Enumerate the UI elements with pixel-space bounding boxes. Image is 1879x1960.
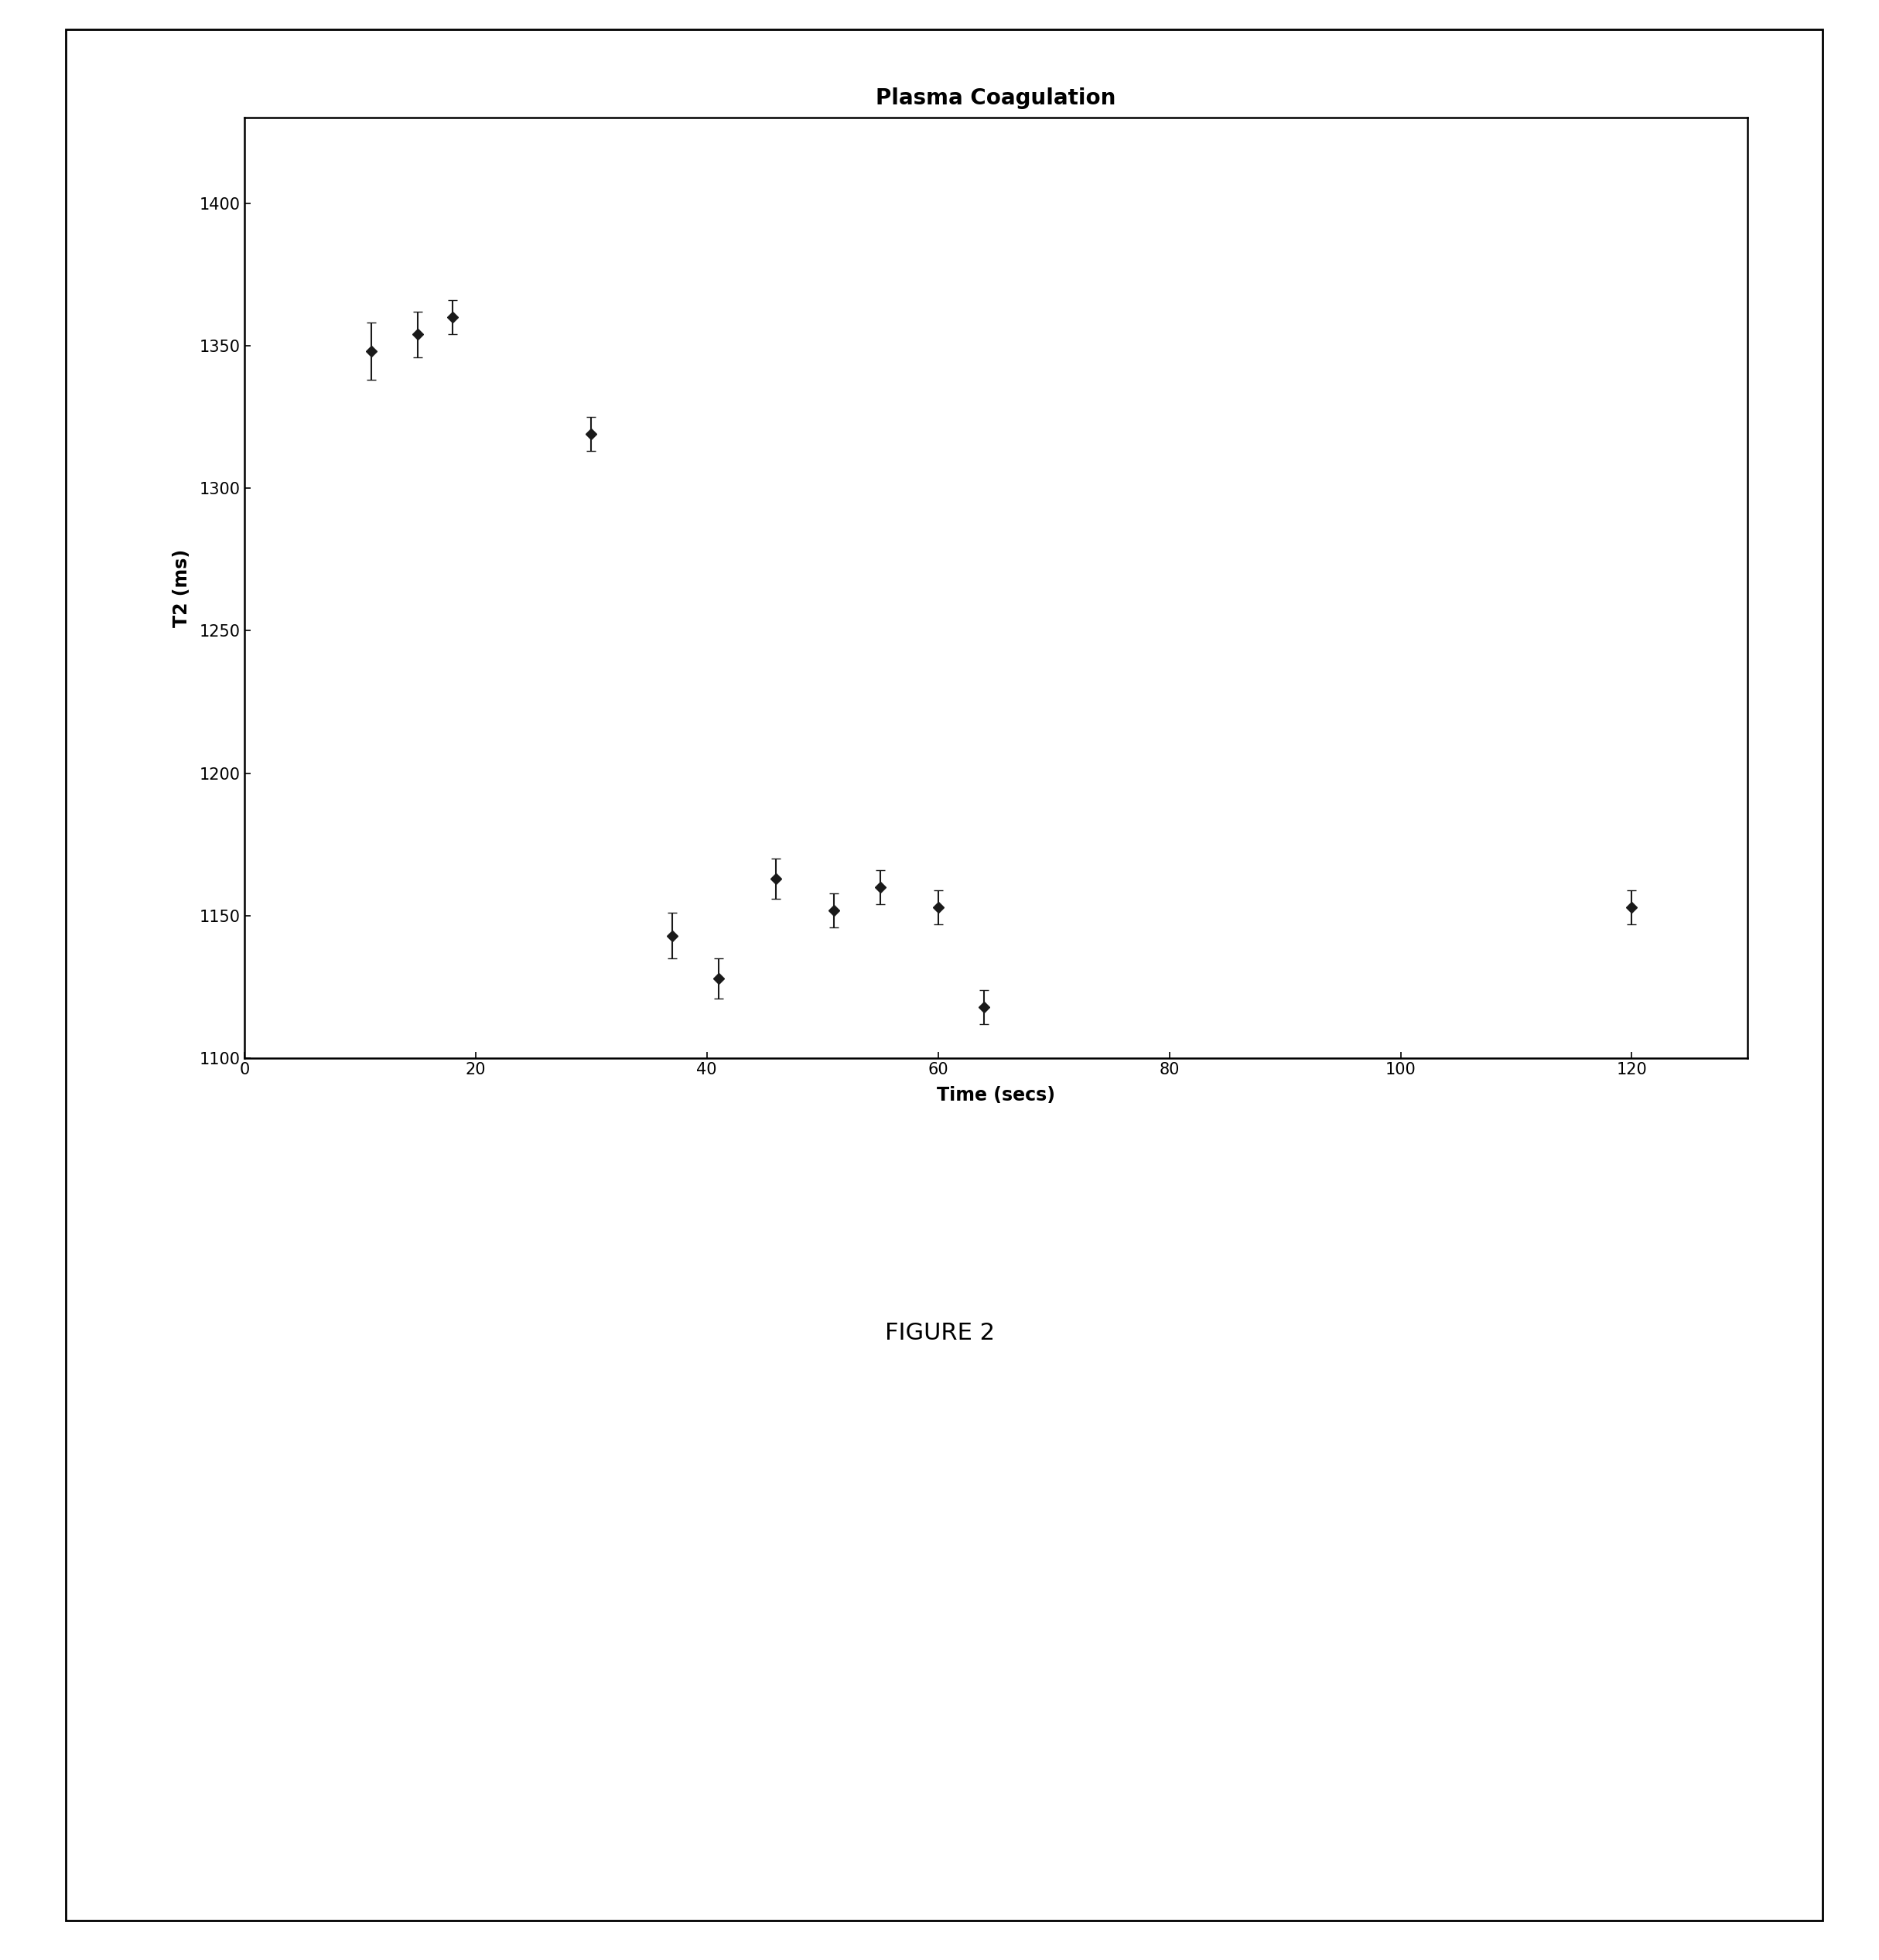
Y-axis label: T2 (ms): T2 (ms) bbox=[173, 549, 192, 627]
Text: FIGURE 2: FIGURE 2 bbox=[885, 1321, 994, 1345]
Title: Plasma Coagulation: Plasma Coagulation bbox=[876, 88, 1116, 110]
X-axis label: Time (secs): Time (secs) bbox=[938, 1086, 1054, 1105]
